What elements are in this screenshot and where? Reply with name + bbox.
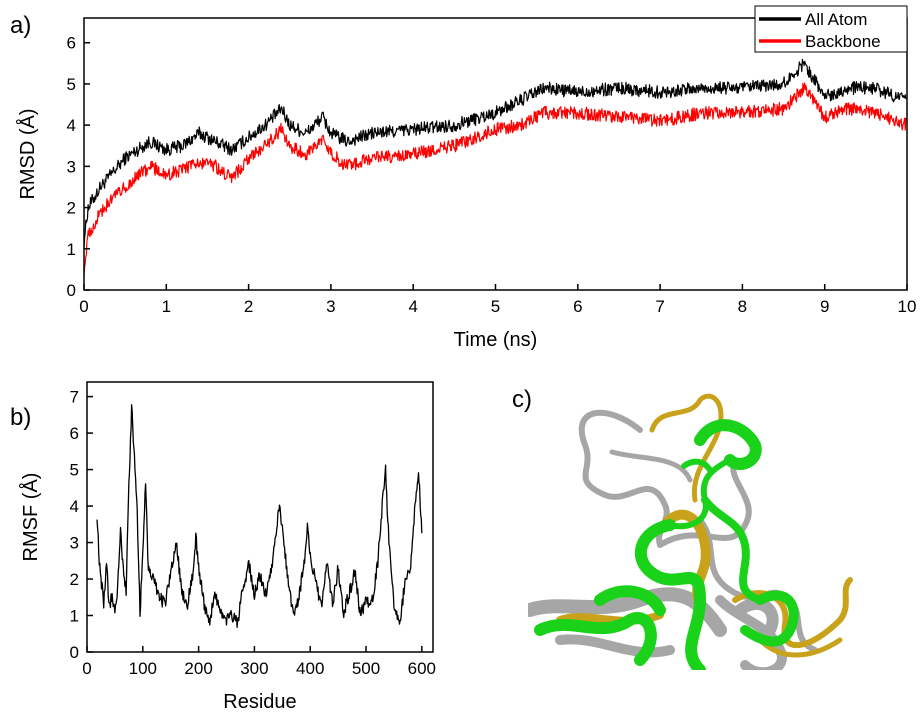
y-tick-label: 5 (67, 75, 76, 94)
panel-label-b: b) (10, 404, 32, 431)
structure-gray (528, 409, 818, 670)
y-tick-label: 6 (67, 34, 76, 53)
legend-box (754, 5, 908, 53)
plot-frame (86, 381, 434, 653)
x-tick-label: 9 (820, 297, 829, 316)
x-tick-label: 8 (738, 297, 747, 316)
x-tick-label: 4 (408, 297, 417, 316)
x-axis-title: Time (ns) (454, 329, 538, 351)
x-tick-label: 6 (573, 297, 582, 316)
x-axis-title: Residue (223, 691, 296, 713)
x-tick-label: 7 (655, 297, 664, 316)
panel-label-a: a) (10, 12, 32, 39)
x-tick-label: 3 (326, 297, 335, 316)
legend-label-0: All Atom (805, 10, 867, 29)
y-tick-label: 5 (70, 461, 79, 480)
x-tick-label: 300 (240, 659, 268, 678)
x-tick-label: 0 (79, 297, 88, 316)
x-tick-label: 100 (129, 659, 157, 678)
y-tick-label: 3 (70, 534, 79, 553)
x-tick-label: 10 (898, 297, 917, 316)
plot-frame (83, 17, 908, 291)
x-tick-label: 2 (244, 297, 253, 316)
rmsd-chart: 0 1 2 3 4 5 6 7 8 9 10 0 1 2 3 4 5 6 Time (ns) RMSD (Å) All … (16, 5, 917, 351)
series-line-0 (96, 404, 423, 628)
y-axis-title: RMSD (Å) (16, 108, 39, 199)
y-axis-title: RMSF (Å) (19, 473, 42, 562)
structure-green (534, 419, 799, 670)
series-line-0 (83, 58, 907, 248)
legend: All Atom Backbone (754, 5, 908, 53)
x-tick-label: 0 (82, 659, 91, 678)
x-tick-label: 200 (184, 659, 212, 678)
panel-label-c: c) (512, 386, 532, 413)
y-tick-label: 6 (70, 424, 79, 443)
x-tick-label: 500 (352, 659, 380, 678)
y-tick-label: 0 (67, 281, 76, 300)
legend-label-1: Backbone (805, 32, 881, 51)
y-tick-label: 2 (67, 199, 76, 218)
y-tick-label: 4 (70, 497, 79, 516)
x-tick-label: 5 (491, 297, 500, 316)
y-tick-label: 7 (70, 388, 79, 407)
y-tick-label: 4 (67, 116, 76, 135)
x-tick-label: 600 (408, 659, 436, 678)
y-tick-label: 2 (70, 570, 79, 589)
y-tick-label: 3 (67, 157, 76, 176)
series-line-1 (83, 82, 907, 276)
x-tick-label: 400 (296, 659, 324, 678)
rmsf-chart: 0 100 200 300 400 500 600 0 1 2 3 4 5 6 7 Residue RMSF (… (19, 381, 436, 713)
x-tick-label: 1 (162, 297, 171, 316)
y-tick-label: 1 (67, 240, 76, 259)
y-tick-label: 1 (70, 607, 79, 626)
protein-structure-image (528, 393, 853, 670)
y-tick-label: 0 (70, 643, 79, 662)
